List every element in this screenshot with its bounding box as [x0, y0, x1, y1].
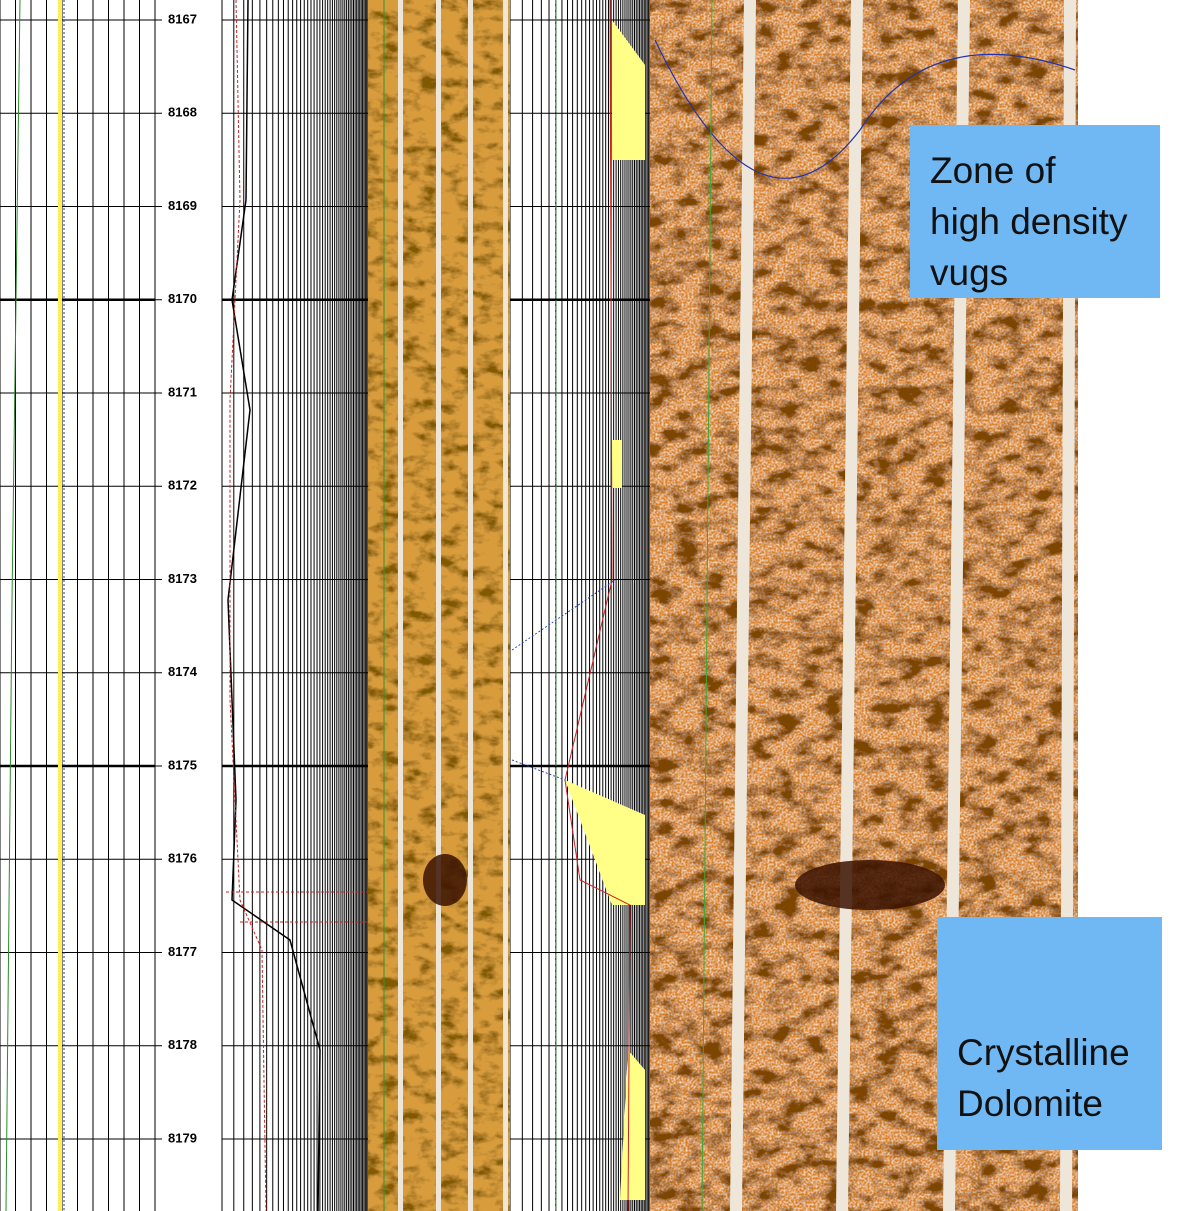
depth-label: 8174 [168, 664, 198, 679]
depth-label: 8177 [168, 944, 197, 959]
depth-label: 8173 [168, 571, 197, 586]
annotation-text: Zone of [930, 150, 1056, 191]
depth-label: 8176 [168, 851, 197, 866]
depth-label: 8175 [168, 757, 197, 772]
grid-tracks [0, 0, 650, 1211]
depth-label: 8178 [168, 1037, 197, 1052]
annotation-text: Crystalline [957, 1032, 1130, 1073]
annotation-text: vugs [930, 252, 1008, 293]
well-log: Zone of high density vugs Crystalline Do… [0, 0, 1178, 1211]
depth-label: 8172 [168, 478, 197, 493]
depth-label: 8179 [168, 1130, 197, 1145]
depth-label: 8170 [168, 291, 197, 306]
annotation-text: Dolomite [957, 1083, 1103, 1124]
depth-label: 8167 [168, 11, 197, 26]
annotation-text: high density [930, 201, 1128, 242]
depth-label: 8171 [168, 384, 197, 399]
depth-label: 8169 [168, 198, 197, 213]
depth-label: 8168 [168, 105, 197, 120]
